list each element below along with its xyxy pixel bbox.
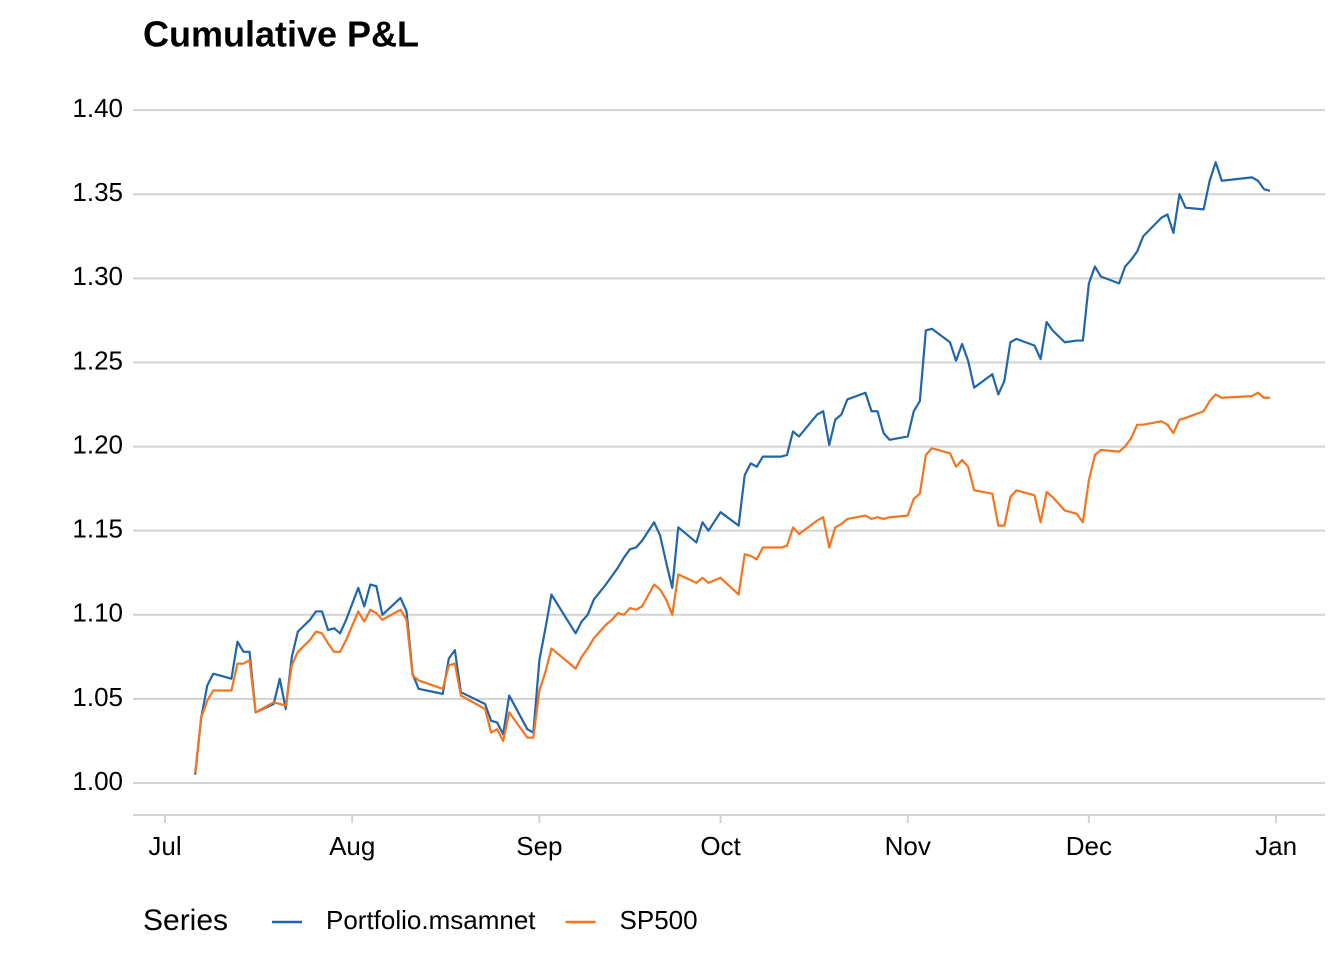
y-tick-label: 1.15: [72, 514, 123, 544]
legend-title: Series: [143, 904, 228, 937]
y-tick-label: 1.20: [72, 429, 123, 459]
x-tick-label: Aug: [329, 831, 375, 861]
legend-label: SP500: [620, 905, 698, 935]
x-tick-label: Nov: [885, 831, 931, 861]
x-tick-label: Dec: [1066, 831, 1112, 861]
chart-title: Cumulative P&L: [143, 14, 419, 55]
y-tick-label: 1.35: [72, 177, 123, 207]
y-tick-label: 1.30: [72, 261, 123, 291]
legend-label: Portfolio.msamnet: [326, 905, 536, 935]
y-tick-label: 1.40: [72, 93, 123, 123]
y-tick-label: 1.25: [72, 345, 123, 375]
y-tick-label: 1.05: [72, 682, 123, 712]
y-tick-label: 1.00: [72, 766, 123, 796]
x-tick-label: Jul: [148, 831, 181, 861]
series-line: [194, 161, 1271, 775]
x-tick-label: Sep: [516, 831, 562, 861]
y-tick-label: 1.10: [72, 598, 123, 628]
x-tick-label: Jan: [1255, 831, 1297, 861]
series-line: [194, 391, 1271, 774]
x-tick-label: Oct: [700, 831, 741, 861]
